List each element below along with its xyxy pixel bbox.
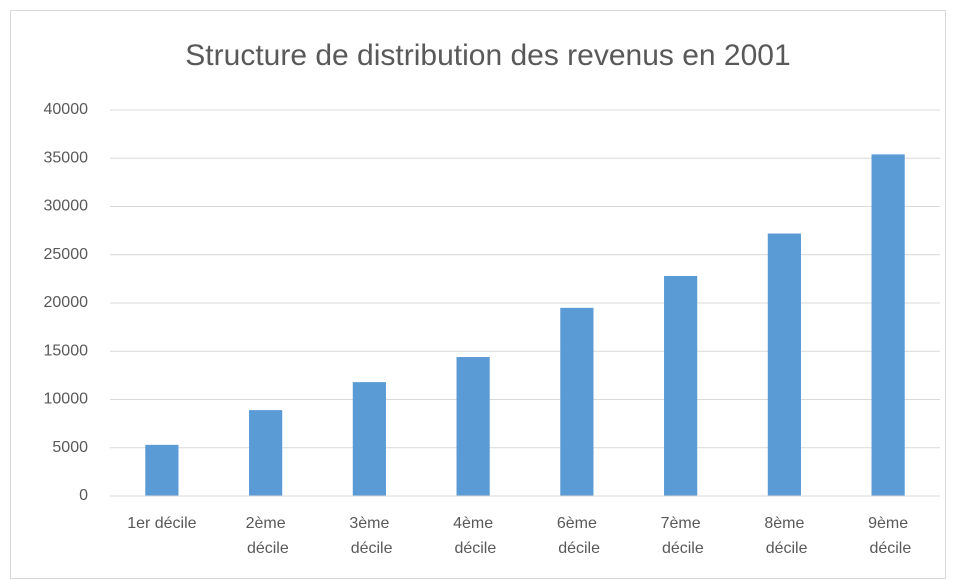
bar [456,357,490,496]
bar [560,307,594,496]
y-tick-label: 15000 [44,342,89,359]
x-tick-label: 2ème décile [243,515,289,557]
chart-title: Structure de distribution des revenus en… [185,39,790,72]
bar [664,275,698,496]
y-tick-label: 10000 [44,391,89,408]
y-tick-label: 20000 [44,294,89,311]
x-tick-label: 8ème décile [761,515,807,557]
y-tick-label: 35000 [44,149,89,166]
x-tick-label: 1er décile [127,515,196,532]
bar [871,154,905,496]
x-tick-label: 4ème décile [450,515,496,557]
x-tick-label: 7ème décile [658,515,704,557]
y-tick-label: 0 [79,487,88,504]
y-tick-label: 5000 [52,439,88,456]
y-tick-label: 30000 [44,198,89,215]
x-tick-label: 3ème décile [346,515,392,557]
y-tick-label: 25000 [44,246,89,263]
bar [352,382,386,496]
x-tick-label: 6ème décile [554,515,600,557]
x-tick-label: 9ème décile [865,515,911,557]
bar [249,410,283,496]
y-tick-label: 40000 [44,101,89,118]
bar [145,444,179,496]
bar [767,233,801,496]
